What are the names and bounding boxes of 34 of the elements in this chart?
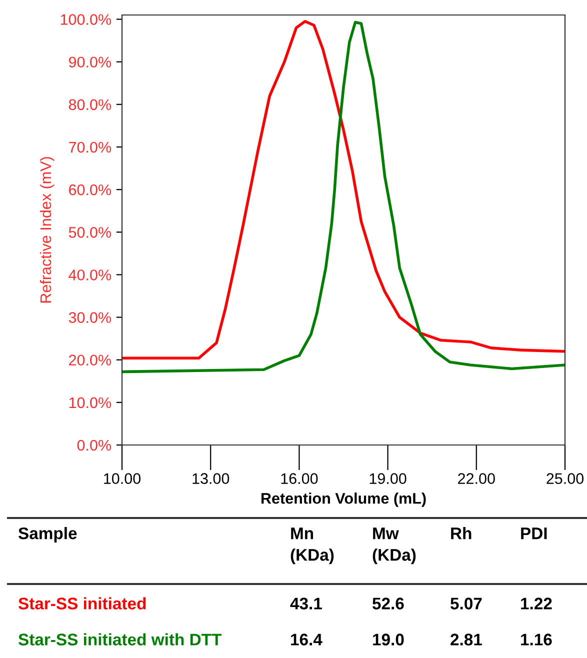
y-tick-label: 40.0% xyxy=(68,270,112,280)
text: Rh xyxy=(451,527,472,540)
text: 52.6 xyxy=(372,598,404,610)
text: Mn (KDa) xyxy=(290,528,334,564)
x-tick-label: 25.00 xyxy=(546,473,584,484)
text: Mw (KDa) xyxy=(372,528,416,564)
text: 43.1 xyxy=(290,598,322,610)
x-tick-label: 10.00 xyxy=(104,473,141,484)
x-tick-label: 22.00 xyxy=(458,473,495,484)
text: 5.07 xyxy=(450,598,482,610)
x-axis-title: Retention Volume (mL) xyxy=(261,492,426,507)
y-tick-label: 60.0% xyxy=(69,184,112,196)
text: 1.16 xyxy=(521,634,552,646)
text: 16.4 xyxy=(291,634,322,646)
y-axis-title: Refractive Index (mV) xyxy=(40,157,54,303)
y-tick-label: 20.0% xyxy=(69,354,112,366)
y-tick-label: 90.0% xyxy=(68,56,112,68)
y-tick-label: 0.0% xyxy=(77,440,112,451)
text: Star-SS initiated xyxy=(18,597,146,610)
text: 1.22 xyxy=(521,598,552,610)
text: PDI xyxy=(521,528,547,540)
y-tick-label: 80.0% xyxy=(68,99,112,110)
y-tick-label: 100.0% xyxy=(60,14,112,25)
text: 2.81 xyxy=(450,634,482,646)
y-tick-label: 30.0% xyxy=(68,312,112,323)
text: Sample xyxy=(18,527,77,543)
text: Star-SS initiated with DTT xyxy=(18,633,222,646)
x-tick-label: 13.00 xyxy=(192,473,230,484)
x-tick-label: 19.00 xyxy=(370,473,406,484)
y-tick-label: 70.0% xyxy=(69,142,112,153)
text: 19.0 xyxy=(373,634,404,646)
x-tick-label: 16.00 xyxy=(281,473,318,484)
y-tick-label: 50.0% xyxy=(68,226,112,238)
y-tick-label: 10.0% xyxy=(69,397,112,408)
